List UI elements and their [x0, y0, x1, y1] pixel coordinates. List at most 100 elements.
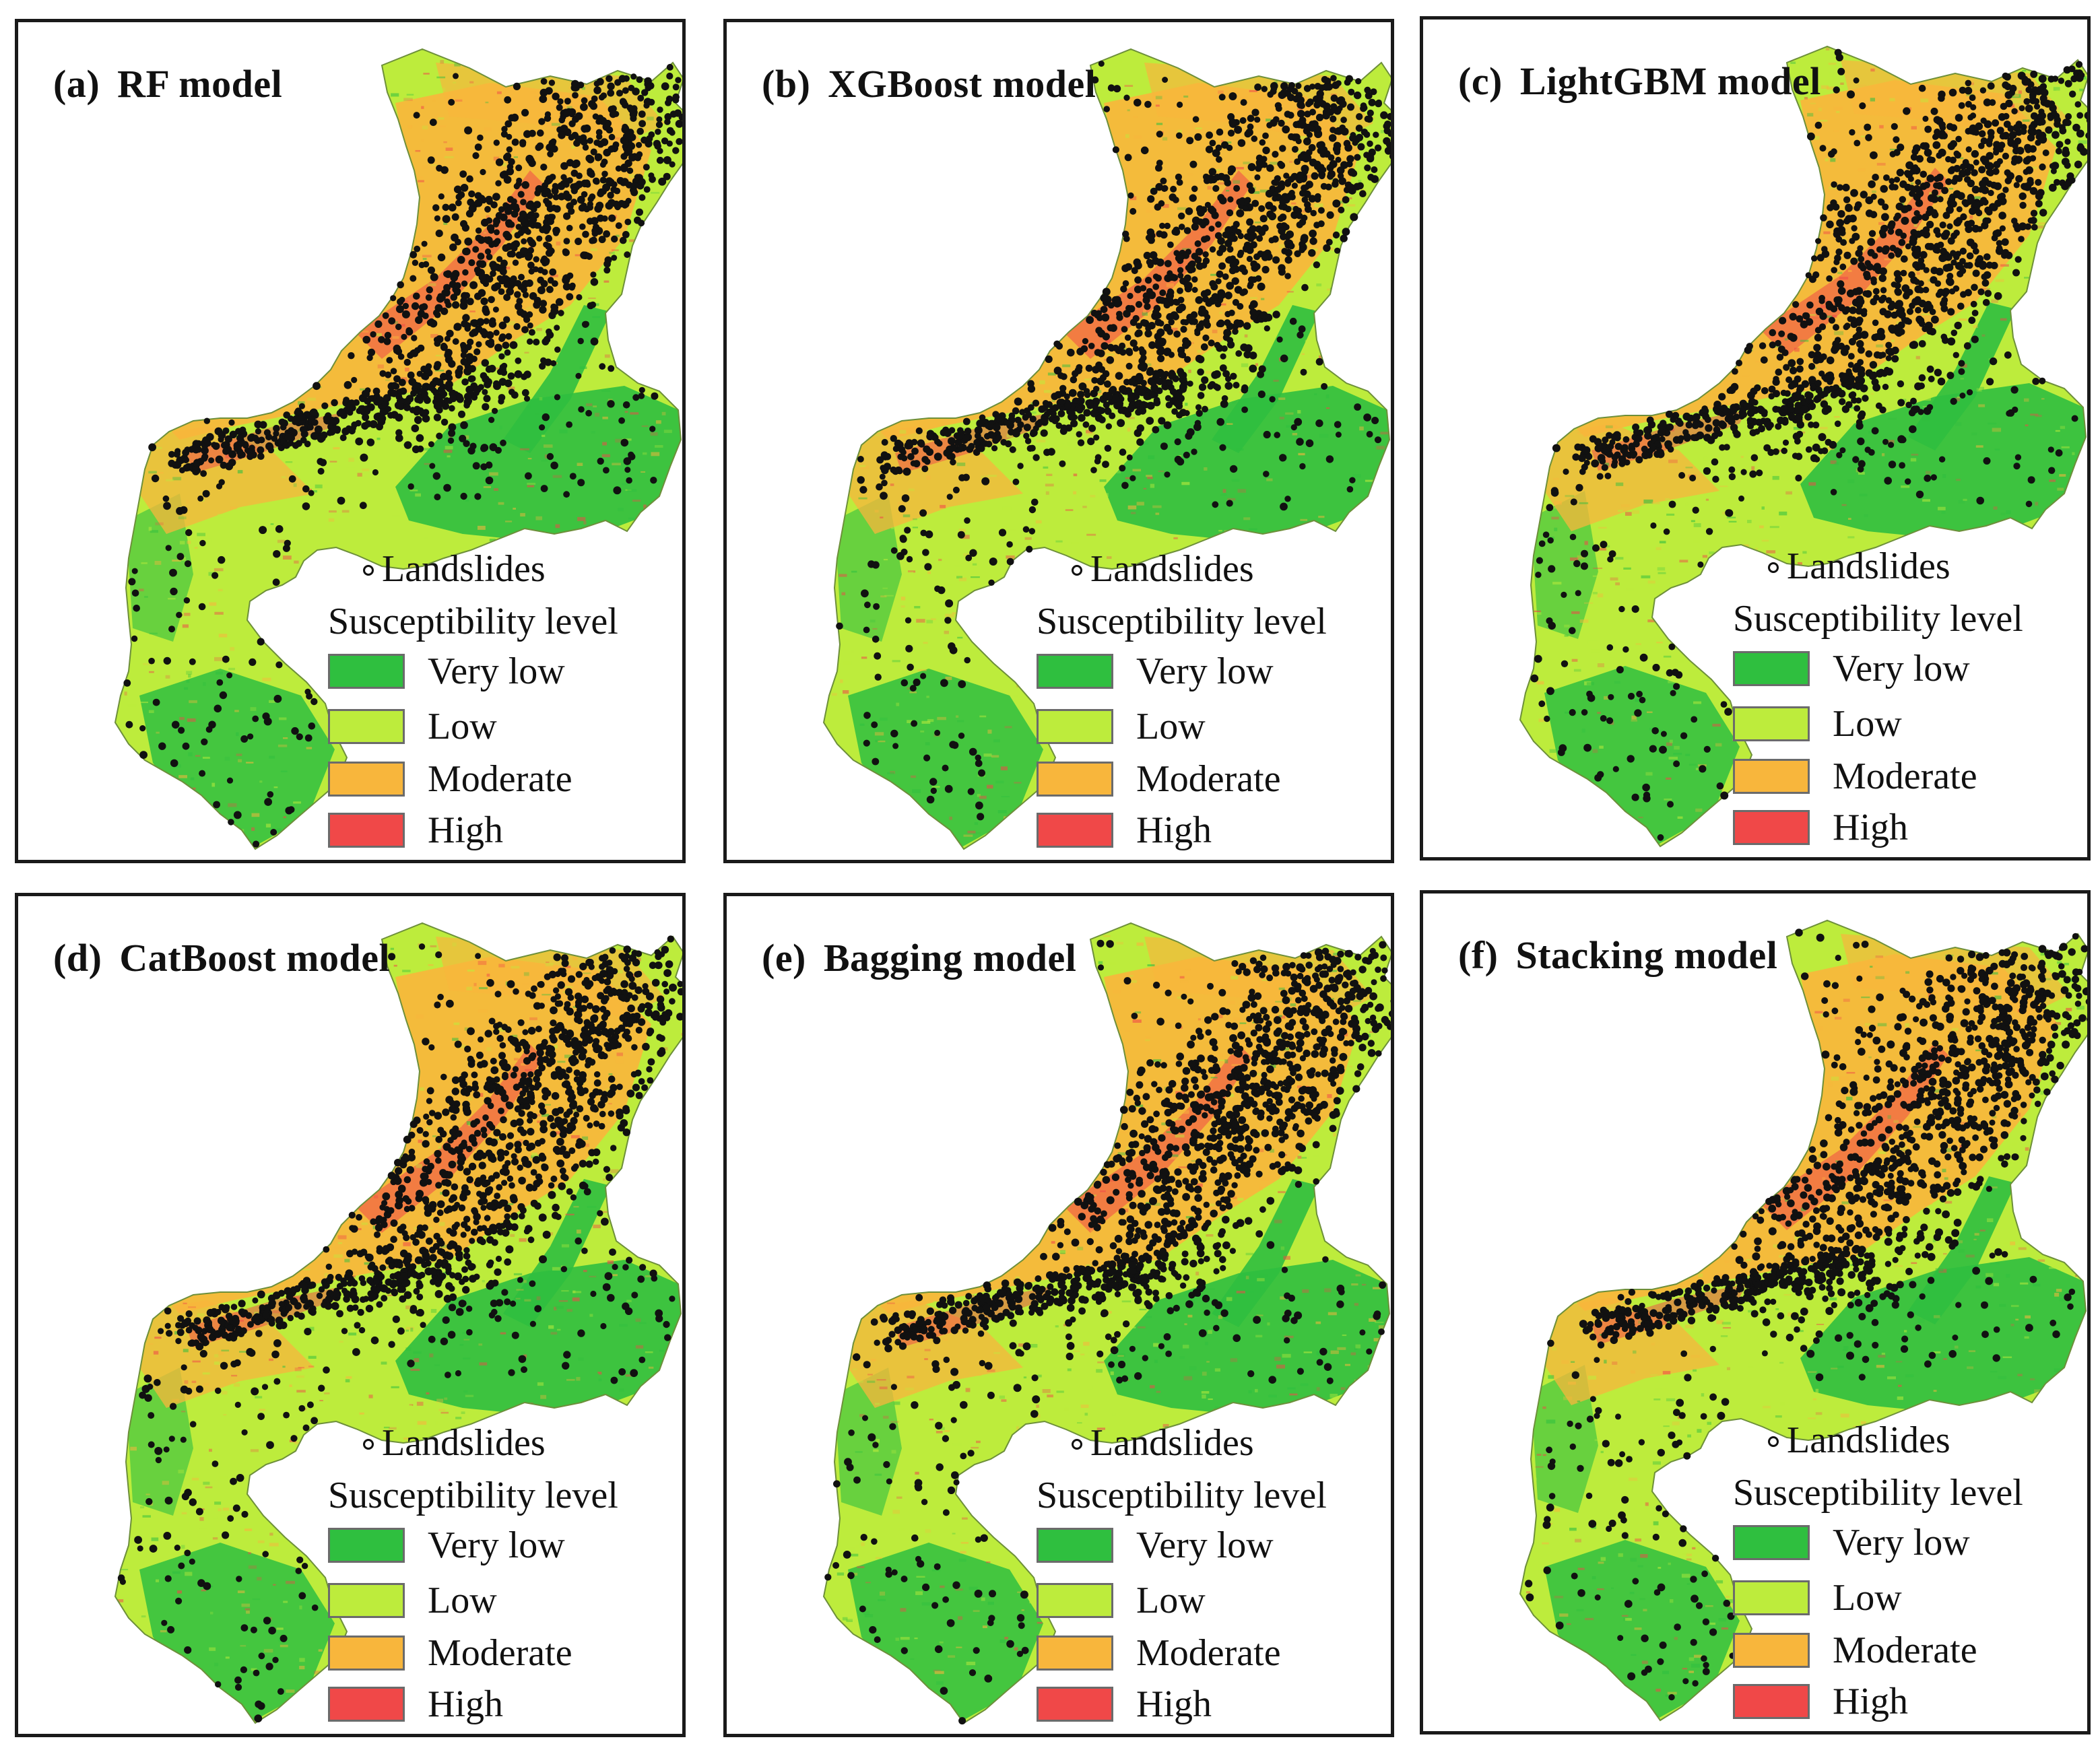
landslide-point: [466, 298, 474, 306]
landslide-point: [920, 673, 927, 679]
landslide-point: [306, 693, 313, 700]
raster-texture: [601, 454, 610, 457]
landslide-point: [1146, 259, 1153, 266]
landslide-point: [1280, 354, 1288, 363]
landslide-point: [952, 486, 960, 494]
landslide-point: [1315, 113, 1324, 122]
landslide-point: [1266, 164, 1274, 172]
landslide-point: [1147, 195, 1155, 203]
landslide-point: [472, 152, 480, 160]
landslide-point: [444, 298, 451, 305]
raster-texture: [579, 366, 587, 369]
raster-texture: [945, 613, 955, 617]
raster-texture: [604, 354, 610, 358]
raster-texture: [920, 730, 925, 733]
landslide-point: [1712, 419, 1720, 427]
landslide-point: [857, 456, 864, 463]
landslide-point: [569, 282, 576, 290]
landslide-point: [364, 420, 372, 428]
raster-texture: [265, 823, 271, 828]
raster-texture: [1834, 462, 1839, 465]
landslide-point: [1317, 207, 1325, 214]
landslide-point: [395, 305, 404, 313]
landslide-point: [1914, 285, 1922, 294]
landslide-point: [1757, 419, 1763, 426]
landslide-point: [449, 405, 455, 412]
raster-texture: [1127, 428, 1131, 432]
landslide-point: [480, 445, 488, 452]
landslide-point: [1915, 179, 1922, 186]
landslide-point: [675, 120, 682, 128]
landslide-point: [1259, 215, 1268, 223]
landslide-point: [599, 162, 606, 168]
raster-texture: [1210, 273, 1219, 276]
raster-texture: [1292, 433, 1298, 436]
landslide-point: [586, 217, 594, 225]
landslide-point: [1711, 432, 1719, 440]
landslide-point: [226, 777, 234, 784]
raster-texture: [925, 742, 930, 745]
landslide-point: [495, 180, 502, 187]
landslide-point: [1769, 341, 1776, 349]
landslide-point: [558, 193, 566, 201]
landslide-point: [1938, 121, 1946, 129]
landslide-point: [589, 102, 598, 110]
landslide-point: [1815, 386, 1823, 394]
landslide-point: [1202, 296, 1209, 303]
landslide-point: [386, 357, 393, 364]
raster-texture: [1300, 210, 1309, 213]
landslide-point: [442, 203, 450, 211]
landslide-point: [1127, 405, 1135, 413]
landslide-point: [418, 261, 425, 269]
landslide-point: [1257, 282, 1266, 291]
landslide-point: [528, 268, 535, 275]
raster-texture: [165, 675, 170, 679]
raster-texture: [389, 492, 393, 495]
landslide-point: [1964, 176, 1971, 183]
raster-texture: [590, 248, 597, 251]
landslide-point: [165, 545, 172, 551]
landslide-point: [1119, 385, 1127, 394]
landslide-point: [247, 733, 254, 740]
raster-texture: [1663, 655, 1672, 658]
landslide-point: [416, 434, 424, 442]
landslide-point: [1947, 308, 1955, 316]
landslide-point: [1956, 206, 1963, 213]
landslide-point: [1996, 127, 2004, 135]
landslide-point: [1582, 446, 1591, 454]
landslide-point: [1309, 230, 1317, 238]
landslide-point: [1057, 409, 1065, 417]
raster-texture: [997, 810, 1007, 813]
raster-texture: [983, 753, 992, 757]
landslide-point: [511, 210, 519, 218]
raster-texture: [1909, 282, 1913, 285]
landslide-point: [486, 224, 495, 232]
raster-texture: [345, 467, 355, 469]
panel-label: (b): [762, 62, 811, 106]
landslide-point: [440, 343, 448, 351]
landslide-point: [577, 479, 585, 487]
landslide-point: [1237, 232, 1244, 240]
raster-texture: [917, 669, 927, 671]
landslide-point: [585, 154, 593, 162]
landslide-point: [1685, 421, 1693, 429]
landslide-point: [1622, 450, 1629, 457]
landslide-point: [494, 282, 502, 290]
raster-texture: [1158, 470, 1164, 473]
landslide-point: [1184, 339, 1191, 347]
landslide-point: [462, 314, 470, 322]
landslide-point: [1288, 81, 1295, 90]
raster-texture: [940, 504, 946, 508]
raster-texture: [956, 463, 966, 467]
raster-texture: [1150, 483, 1155, 488]
raster-texture: [1819, 427, 1828, 430]
raster-texture: [459, 241, 469, 244]
landslide-point: [1101, 313, 1110, 322]
landslide-point: [1305, 100, 1312, 108]
landslide-point: [1881, 370, 1888, 377]
landslide-point: [1239, 265, 1247, 273]
raster-texture: [1878, 222, 1885, 226]
raster-texture: [880, 595, 887, 598]
raster-texture: [424, 537, 428, 539]
landslide-point: [1270, 205, 1277, 212]
